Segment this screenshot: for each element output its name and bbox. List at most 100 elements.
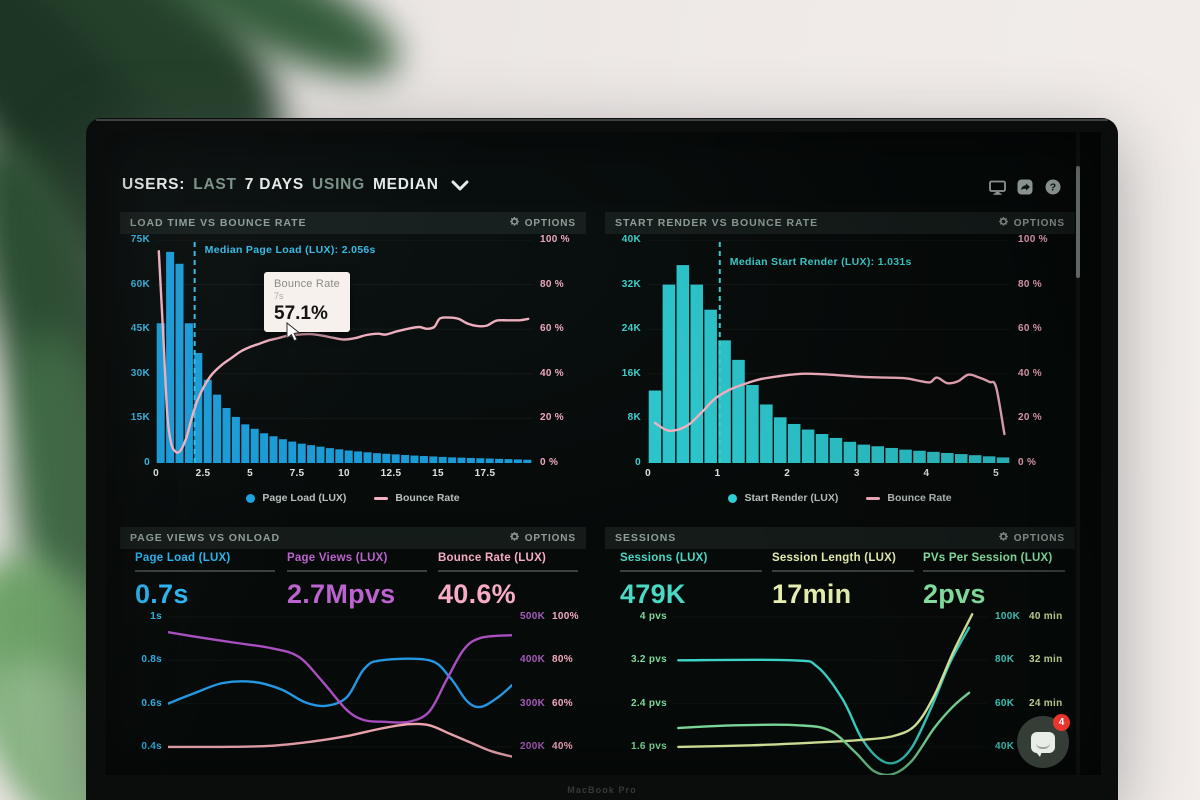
share-icon[interactable]	[1016, 178, 1034, 196]
axis-tick: 40 min	[1029, 611, 1063, 622]
axis-tick: 60K	[130, 278, 150, 290]
options-label: OPTIONS	[524, 532, 576, 544]
metric-divider	[923, 570, 1065, 572]
axis-tick: 5	[993, 468, 999, 479]
median-annotation: Median Start Render (LUX): 1.031s	[729, 256, 912, 268]
panel-page-views: PAGE VIEWS VS ONLOAD OPTIONS Page Load (…	[120, 527, 586, 775]
y-axis-right: 100 % 80 % 60 % 40 % 20 % 0 %	[540, 234, 584, 469]
metric-divider	[135, 570, 275, 572]
axis-tick: 24K	[621, 323, 641, 335]
axis-tick: 24 min	[1029, 697, 1063, 709]
chat-badge: 4	[1053, 714, 1070, 731]
chart-legend: Page Load (LUX) Bounce Rate	[120, 492, 586, 504]
options-button[interactable]: OPTIONS	[998, 531, 1065, 545]
axis-tick: 100K	[995, 611, 1021, 622]
metric-value: 2pvs	[923, 578, 986, 609]
axis-tick: 1.6 pvs	[630, 740, 667, 752]
axis-tick: 40K	[995, 740, 1015, 752]
axis-tick: 60%	[552, 697, 573, 709]
axis-tick: 32 min	[1029, 654, 1063, 666]
axis-tick: 100%	[552, 611, 579, 622]
axis-tick: 2.5	[195, 468, 211, 479]
panel-header: SESSIONS OPTIONS	[605, 527, 1075, 549]
scrollbar-track[interactable]	[1076, 132, 1080, 775]
y-axis-right-percent: 100% 80% 60% 40%	[552, 611, 586, 775]
chart-legend: Start Render (LUX) Bounce Rate	[605, 492, 1075, 504]
legend-item[interactable]: Bounce Rate	[866, 492, 952, 504]
axis-tick: 16K	[621, 367, 641, 379]
axis-tick: 40K	[621, 234, 641, 245]
mouse-cursor-icon	[286, 321, 301, 347]
panel-title: SESSIONS	[615, 532, 677, 544]
metric-session-length: Session Length (LUX) 17min	[772, 552, 914, 610]
chart-plot-start-render[interactable]: Median Start Render (LUX): 1.031s	[648, 239, 1010, 464]
chart-plot-page-views[interactable]	[166, 612, 514, 775]
panel-title: PAGE VIEWS VS ONLOAD	[130, 532, 280, 544]
metric-value: 17min	[772, 578, 852, 609]
axis-tick: 15K	[130, 412, 150, 424]
axis-tick: 75K	[130, 234, 150, 245]
options-button[interactable]: OPTIONS	[509, 216, 576, 230]
legend-line-marker	[866, 496, 881, 500]
axis-tick: 1	[714, 468, 721, 479]
axis-tick: 8K	[627, 412, 641, 424]
axis-tick: 10	[338, 468, 350, 479]
legend-label: Bounce Rate	[395, 492, 460, 504]
legend-dot-marker	[246, 493, 256, 503]
axis-tick: 0	[144, 456, 150, 468]
header-part: USING	[312, 176, 365, 193]
chart-plot-load-time[interactable]: Median Page Load (LUX): 2.056s Bounce Ra…	[156, 239, 532, 464]
dashboard-screen: USERS: LAST 7 DAYS USING MEDIAN ?	[106, 132, 1101, 775]
axis-tick: 40%	[552, 740, 573, 752]
legend-item[interactable]: Start Render (LUX)	[728, 492, 838, 504]
legend-label: Start Render (LUX)	[744, 492, 839, 504]
metric-label: Sessions (LUX)	[620, 552, 708, 564]
chart-plot-sessions[interactable]	[672, 612, 988, 775]
display-icon[interactable]	[988, 178, 1006, 196]
tooltip-title: Bounce Rate	[274, 278, 341, 290]
legend-label: Page Load (LUX)	[262, 492, 347, 504]
chevron-down-icon	[451, 180, 469, 191]
axis-tick: 1s	[150, 611, 162, 622]
axis-tick: 400K	[520, 654, 546, 666]
axis-tick: 2	[784, 468, 791, 479]
axis-tick: 60 %	[1018, 323, 1042, 335]
chat-widget-button[interactable]: 4	[1017, 714, 1070, 768]
legend-item[interactable]: Bounce Rate	[374, 492, 460, 504]
median-annotation: Median Page Load (LUX): 2.056s	[204, 244, 376, 256]
axis-tick: 300K	[520, 697, 546, 709]
help-icon[interactable]: ?	[1044, 178, 1062, 196]
svg-text:?: ?	[1050, 182, 1056, 194]
axis-tick: 60 %	[540, 323, 564, 335]
axis-tick: 500K	[520, 611, 546, 622]
axis-tick: 0	[153, 468, 159, 479]
panel-start-render: START RENDER VS BOUNCE RATE OPTIONS 40K 3…	[605, 212, 1075, 520]
dashboard-filter-dropdown[interactable]: USERS: LAST 7 DAYS USING MEDIAN	[122, 176, 469, 194]
gear-icon	[998, 216, 1009, 230]
axis-tick: 12.5	[380, 468, 402, 479]
axis-tick: 0	[645, 468, 651, 479]
y-axis-left: 1s 0.8s 0.6s 0.4s	[120, 611, 162, 775]
axis-tick: 0.6s	[141, 697, 162, 709]
options-button[interactable]: OPTIONS	[509, 531, 576, 545]
header-part: MEDIAN	[372, 176, 439, 193]
panel-title: START RENDER VS BOUNCE RATE	[615, 217, 819, 229]
axis-tick: 200K	[520, 740, 546, 752]
legend-item[interactable]: Page Load (LUX)	[246, 492, 346, 504]
options-button[interactable]: OPTIONS	[998, 216, 1065, 230]
axis-tick: 17.5	[474, 468, 496, 479]
metric-sessions: Sessions (LUX) 479K	[620, 552, 762, 610]
metric-label: Page Views (LUX)	[287, 552, 388, 564]
scrollbar-thumb[interactable]	[1076, 166, 1080, 278]
chat-bubble-icon	[1031, 731, 1055, 757]
axis-tick: 32K	[621, 278, 641, 290]
axis-tick: 45K	[130, 323, 150, 335]
axis-tick: 40 %	[1018, 367, 1042, 379]
y-axis-right-volume: 100K 80K 60K 40K	[995, 611, 1025, 775]
options-label: OPTIONS	[1013, 532, 1065, 544]
axis-tick: 60K	[995, 697, 1015, 709]
metric-value: 479K	[620, 578, 686, 609]
axis-tick: 15	[432, 468, 444, 479]
axis-tick: 100 %	[1018, 234, 1048, 245]
axis-tick: 80K	[995, 654, 1015, 666]
